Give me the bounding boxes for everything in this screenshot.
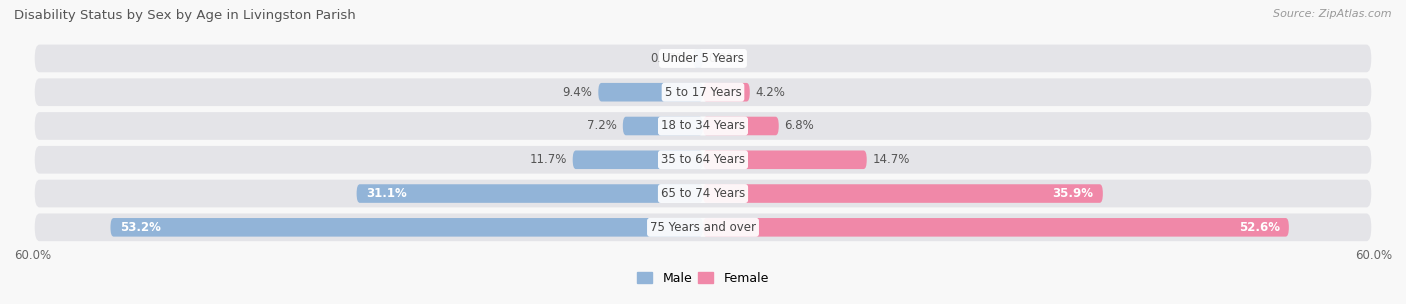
Text: 31.1%: 31.1% <box>366 187 406 200</box>
Text: 52.6%: 52.6% <box>1239 221 1279 234</box>
Text: 9.4%: 9.4% <box>562 86 592 99</box>
Text: 35.9%: 35.9% <box>1053 187 1094 200</box>
Text: 0.0%: 0.0% <box>709 52 738 65</box>
Text: 6.8%: 6.8% <box>785 119 814 133</box>
FancyBboxPatch shape <box>599 83 703 102</box>
Text: 11.7%: 11.7% <box>530 153 567 166</box>
FancyBboxPatch shape <box>703 150 866 169</box>
Text: 14.7%: 14.7% <box>873 153 910 166</box>
FancyBboxPatch shape <box>693 49 703 68</box>
Text: 18 to 34 Years: 18 to 34 Years <box>661 119 745 133</box>
FancyBboxPatch shape <box>572 150 703 169</box>
Legend: Male, Female: Male, Female <box>633 267 773 290</box>
FancyBboxPatch shape <box>35 112 1371 140</box>
FancyBboxPatch shape <box>703 218 1289 237</box>
Text: 4.2%: 4.2% <box>755 86 786 99</box>
Text: 0.87%: 0.87% <box>651 52 688 65</box>
Text: 65 to 74 Years: 65 to 74 Years <box>661 187 745 200</box>
Text: 35 to 64 Years: 35 to 64 Years <box>661 153 745 166</box>
FancyBboxPatch shape <box>623 117 703 135</box>
FancyBboxPatch shape <box>111 218 703 237</box>
FancyBboxPatch shape <box>703 184 1102 203</box>
FancyBboxPatch shape <box>35 213 1371 241</box>
Text: Disability Status by Sex by Age in Livingston Parish: Disability Status by Sex by Age in Livin… <box>14 9 356 22</box>
Text: Under 5 Years: Under 5 Years <box>662 52 744 65</box>
FancyBboxPatch shape <box>357 184 703 203</box>
Text: 7.2%: 7.2% <box>588 119 617 133</box>
Text: 60.0%: 60.0% <box>14 249 51 262</box>
FancyBboxPatch shape <box>35 180 1371 207</box>
FancyBboxPatch shape <box>35 78 1371 106</box>
Text: 53.2%: 53.2% <box>120 221 160 234</box>
FancyBboxPatch shape <box>703 117 779 135</box>
FancyBboxPatch shape <box>703 83 749 102</box>
Text: 5 to 17 Years: 5 to 17 Years <box>665 86 741 99</box>
Text: Source: ZipAtlas.com: Source: ZipAtlas.com <box>1274 9 1392 19</box>
FancyBboxPatch shape <box>35 146 1371 174</box>
Text: 60.0%: 60.0% <box>1355 249 1392 262</box>
FancyBboxPatch shape <box>35 45 1371 72</box>
Text: 75 Years and over: 75 Years and over <box>650 221 756 234</box>
